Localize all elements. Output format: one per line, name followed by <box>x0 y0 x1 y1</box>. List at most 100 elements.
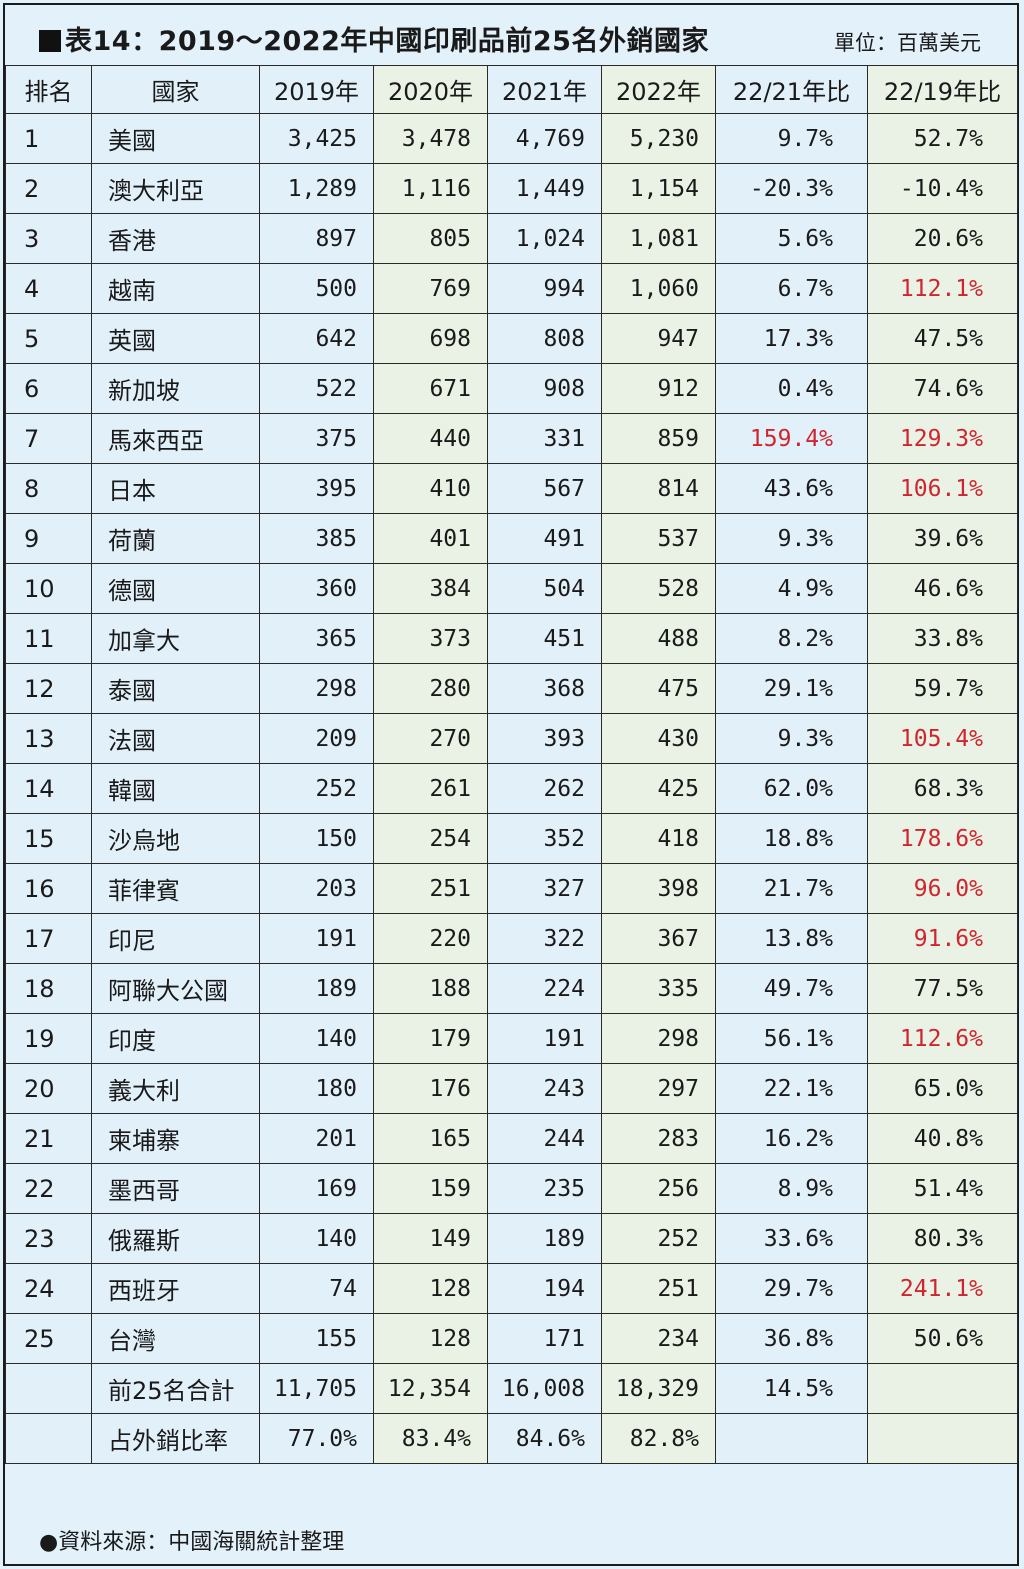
ratio-22-19-cell: 106.1% <box>867 463 1018 514</box>
value-2019-cell: 897 <box>259 213 374 264</box>
ratio-22-19-cell: 241.1% <box>867 1263 1018 1314</box>
value-2020-cell: 805 <box>373 213 488 264</box>
value-2022-cell: 256 <box>601 1163 716 1214</box>
country-cell: 阿聯大公國 <box>91 963 260 1014</box>
country-cell: 占外銷比率 <box>91 1413 260 1464</box>
ratio-22-19-cell: 65.0% <box>867 1063 1018 1114</box>
value-2019-cell: 360 <box>259 563 374 614</box>
ratio-22-19-cell: 59.7% <box>867 663 1018 714</box>
value-2020-cell: 3,478 <box>373 113 488 164</box>
value-2021-cell: 262 <box>487 763 602 814</box>
rank-cell: 15 <box>5 813 92 864</box>
table-row: 18 阿聯大公國 189 188 224 335 49.7% 77.5% <box>5 963 1018 1014</box>
value-2019-cell: 155 <box>259 1313 374 1364</box>
header-2020: 2020年 <box>373 65 488 114</box>
ratio-22-21-cell: 9.3% <box>715 513 868 564</box>
ratio-22-19-cell: 129.3% <box>867 413 1018 464</box>
value-2019-cell: 3,425 <box>259 113 374 164</box>
ratio-22-19-cell: 39.6% <box>867 513 1018 564</box>
value-2022-cell: 425 <box>601 763 716 814</box>
ratio-22-21-cell: 16.2% <box>715 1113 868 1164</box>
value-2020-cell: 698 <box>373 313 488 364</box>
ratio-22-21-cell: 8.9% <box>715 1163 868 1214</box>
value-2020-cell: 188 <box>373 963 488 1014</box>
country-cell: 荷蘭 <box>91 513 260 564</box>
country-cell: 法國 <box>91 713 260 764</box>
value-2021-cell: 491 <box>487 513 602 564</box>
value-2019-cell: 252 <box>259 763 374 814</box>
value-2021-cell: 504 <box>487 563 602 614</box>
country-cell: 德國 <box>91 563 260 614</box>
country-cell: 馬來西亞 <box>91 413 260 464</box>
table-row: 25 台灣 155 128 171 234 36.8% 50.6% <box>5 1313 1018 1364</box>
value-2021-cell: 235 <box>487 1163 602 1214</box>
rank-cell: 16 <box>5 863 92 914</box>
value-2019-cell: 201 <box>259 1113 374 1164</box>
value-2022-cell: 297 <box>601 1063 716 1114</box>
value-2019-cell: 642 <box>259 313 374 364</box>
rank-cell: 6 <box>5 363 92 414</box>
value-2022-cell: 367 <box>601 913 716 964</box>
value-2021-cell: 1,024 <box>487 213 602 264</box>
table-row: 8 日本 395 410 567 814 43.6% 106.1% <box>5 463 1018 514</box>
value-2020-cell: 280 <box>373 663 488 714</box>
table-row: 5 英國 642 698 808 947 17.3% 47.5% <box>5 313 1018 364</box>
value-2019-cell: 375 <box>259 413 374 464</box>
value-2019-cell: 500 <box>259 263 374 314</box>
value-2020-cell: 165 <box>373 1113 488 1164</box>
country-cell: 韓國 <box>91 763 260 814</box>
ratio-22-19-cell: 33.8% <box>867 613 1018 664</box>
value-2022-cell: 488 <box>601 613 716 664</box>
value-2019-cell: 298 <box>259 663 374 714</box>
table-row: 22 墨西哥 169 159 235 256 8.9% 51.4% <box>5 1163 1018 1214</box>
table-row: 3 香港 897 805 1,024 1,081 5.6% 20.6% <box>5 213 1018 264</box>
rank-cell: 5 <box>5 313 92 364</box>
ratio-22-19-cell: 91.6% <box>867 913 1018 964</box>
value-2019-cell: 203 <box>259 863 374 914</box>
value-2019-cell: 395 <box>259 463 374 514</box>
value-2021-cell: 189 <box>487 1213 602 1264</box>
table-frame: 表14：2019～2022年中國印刷品前25名外銷國家 單位：百萬美元 排名 國… <box>3 3 1019 1566</box>
country-cell: 沙烏地 <box>91 813 260 864</box>
ratio-22-21-cell: 14.5% <box>715 1363 868 1414</box>
ratio-22-21-cell: 33.6% <box>715 1213 868 1264</box>
value-2020-cell: 149 <box>373 1213 488 1264</box>
value-2021-cell: 451 <box>487 613 602 664</box>
rank-cell: 12 <box>5 663 92 714</box>
ratio-22-21-cell: 18.8% <box>715 813 868 864</box>
value-2020-cell: 128 <box>373 1313 488 1364</box>
total-row: 前25名合計 11,705 12,354 16,008 18,329 14.5% <box>5 1363 1018 1414</box>
value-2021-cell: 191 <box>487 1013 602 1064</box>
table-row: 1 美國 3,425 3,478 4,769 5,230 9.7% 52.7% <box>5 113 1018 164</box>
ratio-22-19-cell: 105.4% <box>867 713 1018 764</box>
value-2020-cell: 251 <box>373 863 488 914</box>
value-2022-cell: 418 <box>601 813 716 864</box>
value-2021-cell: 1,449 <box>487 163 602 214</box>
value-2020-cell: 1,116 <box>373 163 488 214</box>
ratio-22-19-cell: 47.5% <box>867 313 1018 364</box>
table-row: 20 義大利 180 176 243 297 22.1% 65.0% <box>5 1063 1018 1114</box>
country-cell: 台灣 <box>91 1313 260 1364</box>
value-2020-cell: 373 <box>373 613 488 664</box>
ratio-22-21-cell: -20.3% <box>715 163 868 214</box>
value-2020-cell: 261 <box>373 763 488 814</box>
table-row: 14 韓國 252 261 262 425 62.0% 68.3% <box>5 763 1018 814</box>
ratio-22-19-cell: 112.6% <box>867 1013 1018 1064</box>
country-cell: 新加坡 <box>91 363 260 414</box>
rank-cell: 1 <box>5 113 92 164</box>
ratio-22-19-cell: 20.6% <box>867 213 1018 264</box>
table-row: 24 西班牙 74 128 194 251 29.7% 241.1% <box>5 1263 1018 1314</box>
country-cell: 加拿大 <box>91 613 260 664</box>
rank-cell: 20 <box>5 1063 92 1114</box>
country-cell: 越南 <box>91 263 260 314</box>
value-2019-cell: 1,289 <box>259 163 374 214</box>
value-2021-cell: 808 <box>487 313 602 364</box>
value-2022-cell: 537 <box>601 513 716 564</box>
rank-cell: 22 <box>5 1163 92 1214</box>
header-2021: 2021年 <box>487 65 602 114</box>
country-cell: 日本 <box>91 463 260 514</box>
value-2020-cell: 410 <box>373 463 488 514</box>
value-2019-cell: 189 <box>259 963 374 1014</box>
value-2022-cell: 814 <box>601 463 716 514</box>
country-cell: 印尼 <box>91 913 260 964</box>
